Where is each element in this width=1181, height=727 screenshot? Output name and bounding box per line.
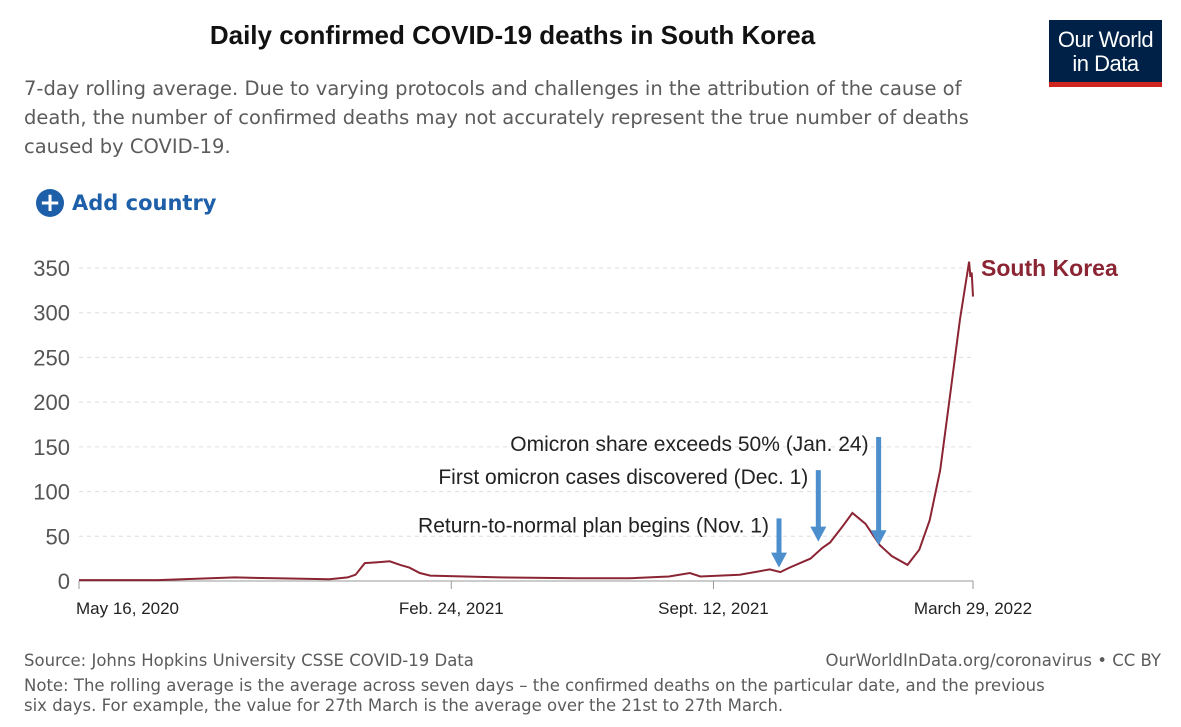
logo-line-1: Our World (1057, 27, 1154, 52)
note-text: Note: The rolling average is the average… (24, 676, 1045, 715)
annotation-arrow-head (810, 526, 827, 542)
chart-subtitle: 7-day rolling average. Due to varying pr… (24, 77, 969, 158)
x-tick-label: May 16, 2020 (76, 599, 179, 618)
annotation-label: Omicron share exceeds 50% (Jan. 24) (510, 433, 868, 456)
x-tick-label: Sept. 12, 2021 (658, 599, 769, 618)
y-tick-label: 50 (46, 524, 70, 549)
annotation-label: First omicron cases discovered (Dec. 1) (438, 466, 808, 489)
y-tick-label: 0 (58, 569, 70, 594)
x-tick-label: Feb. 24, 2021 (399, 599, 504, 618)
add-country-label: Add country (72, 191, 217, 215)
logo-bar (1049, 82, 1162, 87)
y-tick-label: 200 (33, 390, 70, 415)
source-text: Source: Johns Hopkins University CSSE CO… (24, 651, 474, 670)
annotation-arrow-head (870, 530, 887, 546)
series-label: South Korea (981, 255, 1118, 281)
annotation-label: Return-to-normal plan begins (Nov. 1) (418, 514, 769, 537)
owid-logo[interactable]: Our World in Data (1049, 20, 1162, 87)
y-tick-label: 100 (33, 480, 70, 505)
series-line-south-korea (79, 261, 974, 582)
y-tick-label: 150 (33, 435, 70, 460)
y-tick-label: 300 (33, 301, 70, 326)
x-tick-label: March 29, 2022 (914, 599, 1032, 618)
y-tick-label: 250 (33, 345, 70, 370)
chart: 0 50 100 150 200 250 300 350 May 16, 2020 Feb. 24… (33, 255, 1118, 618)
logo-line-2: in Data (1072, 51, 1139, 76)
annotation-arrow-head (770, 552, 787, 568)
plus-circle-icon: + (36, 189, 64, 217)
y-tick-label: 350 (33, 256, 70, 281)
license-link[interactable]: OurWorldInData.org/coronavirus • CC BY (825, 651, 1161, 670)
chart-title: Daily confirmed COVID-19 deaths in South… (209, 20, 816, 50)
add-country-button[interactable]: + Add country (36, 189, 217, 217)
